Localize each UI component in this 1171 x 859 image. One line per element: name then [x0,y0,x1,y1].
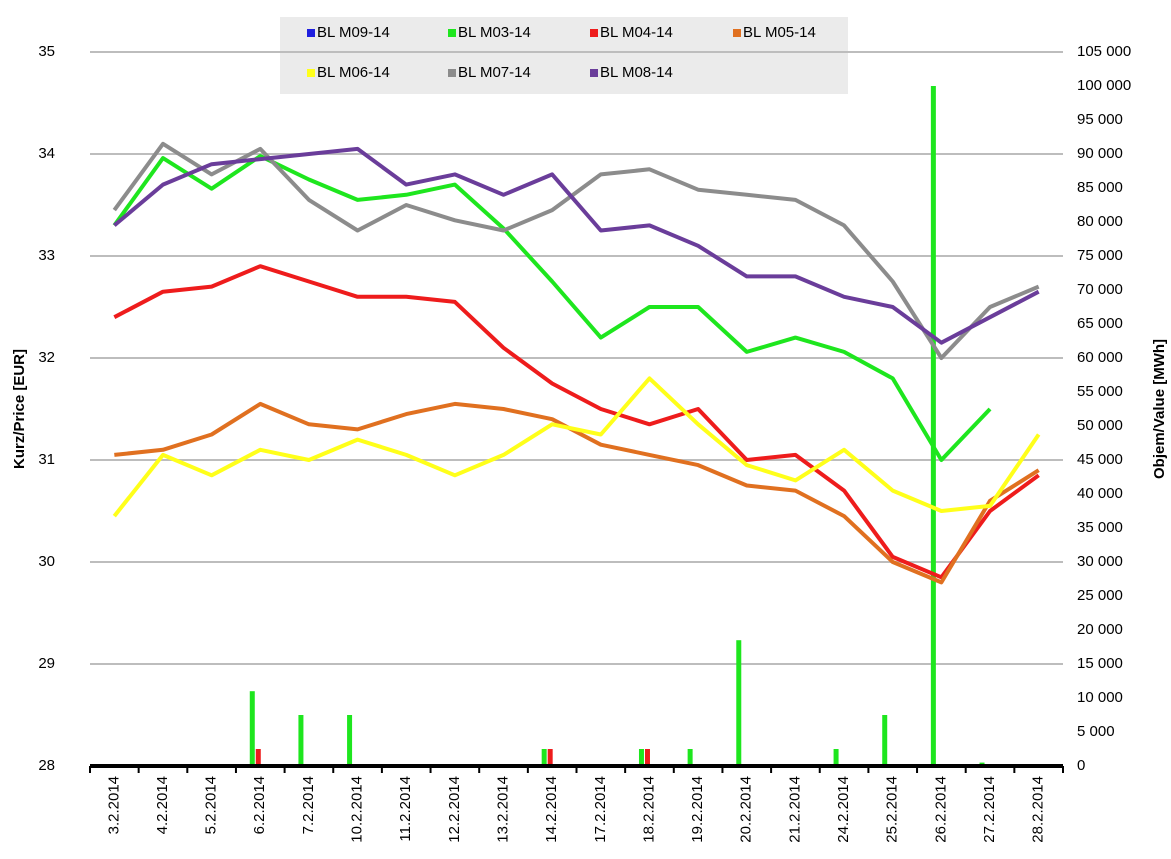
y2-tick-label: 65 000 [1077,315,1123,332]
x-tick-label: 4.2.2014 [154,776,171,834]
y2-tick-label: 105 000 [1077,43,1131,60]
y2-tick-label: 85 000 [1077,179,1123,196]
y2-tick-label: 35 000 [1077,519,1123,536]
bar [833,749,839,766]
y2-tick-label: 45 000 [1077,451,1123,468]
bar [638,749,644,766]
y2-tick-label: 95 000 [1077,111,1123,128]
x-tick-label: 18.2.2014 [640,776,657,843]
legend-swatch [590,29,598,37]
x-tick-label: 12.2.2014 [446,776,463,843]
x-tick-label: 11.2.2014 [397,776,414,842]
legend-swatch [733,29,741,37]
legend-label: BL M07-14 [458,64,531,81]
y2-tick-label: 55 000 [1077,383,1123,400]
x-tick-label: 7.2.2014 [300,776,317,834]
bar [882,715,888,766]
y2-tick-label: 5 000 [1077,723,1115,740]
line [114,401,1040,585]
y2-tick-label: 20 000 [1077,621,1123,638]
x-tick-label: 19.2.2014 [689,776,706,843]
y-tick-label: 35 [38,43,55,60]
line [112,141,1040,360]
line [113,146,1040,345]
y2-tick-label: 100 000 [1077,77,1131,94]
y2-tick-label: 15 000 [1077,655,1123,672]
legend-swatch [448,29,456,37]
legend-label: BL M04-14 [600,24,673,41]
x-tick-label: 14.2.2014 [543,776,560,843]
x-tick-label: 20.2.2014 [738,776,755,843]
y2-tick-label: 40 000 [1077,485,1123,502]
y-axis-title: Kurz/Price [EUR] [11,349,28,469]
y-tick-label: 30 [38,553,55,570]
legend-swatch [307,69,315,77]
bar [298,715,304,766]
legend-swatch [448,69,456,77]
y2-tick-label: 30 000 [1077,553,1123,570]
x-tick-label: 28.2.2014 [1030,776,1047,843]
legend-swatch [590,69,598,77]
y2-tick-label: 60 000 [1077,349,1123,366]
y2-tick-label: 25 000 [1077,587,1123,604]
bar [547,749,553,766]
y-tick-label: 28 [38,757,55,774]
bar [249,691,255,766]
x-tick-label: 21.2.2014 [786,776,803,843]
x-tick-label: 13.2.2014 [494,776,511,843]
legend-box [280,17,848,94]
x-tick-label: 3.2.2014 [105,776,122,834]
legend-label: BL M06-14 [317,64,390,81]
line [112,376,1041,518]
y2-tick-label: 10 000 [1077,689,1123,706]
y2-tick-label: 90 000 [1077,145,1123,162]
x-tick-label: 5.2.2014 [203,776,220,834]
legend-label: BL M05-14 [743,24,816,41]
y2-axis-title: Objem/Value [MWh] [1151,339,1168,479]
y-tick-label: 34 [38,145,55,162]
bar [347,715,353,766]
legend-label: BL M08-14 [600,64,673,81]
bar [736,640,742,766]
x-tick-label: 6.2.2014 [251,776,268,834]
y2-tick-label: 75 000 [1077,247,1123,264]
y2-tick-label: 70 000 [1077,281,1123,298]
x-tick-label: 27.2.2014 [981,776,998,843]
legend-label: BL M09-14 [317,24,390,41]
line [113,264,1040,580]
line [112,154,992,462]
x-tick-label: 26.2.2014 [932,776,949,843]
x-tick-label: 10.2.2014 [349,776,366,843]
bar [644,749,650,766]
y2-tick-label: 50 000 [1077,417,1123,434]
y-tick-label: 32 [38,349,55,366]
bar [541,749,547,766]
bar [255,749,261,766]
y2-tick-label: 80 000 [1077,213,1123,230]
x-tick-label: 24.2.2014 [835,776,852,843]
x-tick-label: 17.2.2014 [592,776,609,843]
bar [687,749,693,766]
legend-swatch [307,29,315,37]
bar [930,86,936,766]
x-tick-label: 25.2.2014 [884,776,901,843]
y-tick-label: 33 [38,247,55,264]
y-tick-label: 31 [38,451,55,468]
legend-label: BL M03-14 [458,24,531,41]
y-tick-label: 29 [38,655,55,672]
y2-tick-label: 0 [1077,757,1085,774]
